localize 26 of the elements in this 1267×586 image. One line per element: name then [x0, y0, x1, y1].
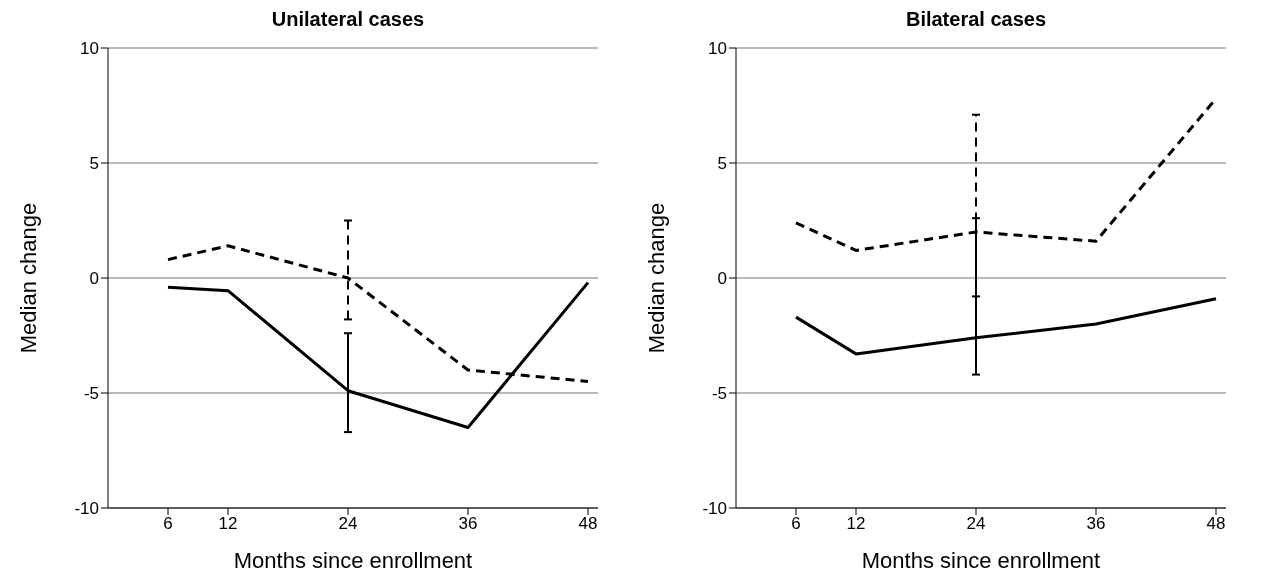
y-tick-label: 10 — [708, 39, 727, 59]
y-tick-label: -10 — [702, 499, 727, 519]
y-axis-title: Median change — [643, 202, 669, 354]
y-tick-label: 0 — [717, 269, 727, 289]
x-tick-label: 36 — [458, 514, 478, 534]
y-tick-label: -5 — [83, 384, 99, 404]
y-tick-label: -10 — [74, 499, 99, 519]
x-tick-label: 48 — [578, 514, 598, 534]
x-tick-label: 24 — [338, 514, 358, 534]
x-axis-title: Months since enrollment — [233, 548, 473, 573]
chart-title: Bilateral cases — [904, 8, 1048, 32]
chart-title: Unilateral cases — [270, 8, 426, 32]
x-tick-label: 48 — [1206, 514, 1226, 534]
x-tick-label: 12 — [846, 514, 866, 534]
y-tick-label: -5 — [711, 384, 727, 404]
y-tick-label: 5 — [89, 154, 99, 174]
x-tick-label: 24 — [966, 514, 986, 534]
x-axis-title: Months since enrollment — [861, 548, 1101, 573]
x-tick-label: 6 — [791, 514, 801, 534]
y-axis-title: Median change — [15, 202, 41, 354]
y-tick-label: 10 — [80, 39, 99, 59]
x-tick-label: 6 — [163, 514, 173, 534]
y-tick-label: 5 — [717, 154, 727, 174]
y-tick-label: 0 — [89, 269, 99, 289]
x-tick-label: 36 — [1086, 514, 1106, 534]
x-tick-label: 12 — [218, 514, 238, 534]
